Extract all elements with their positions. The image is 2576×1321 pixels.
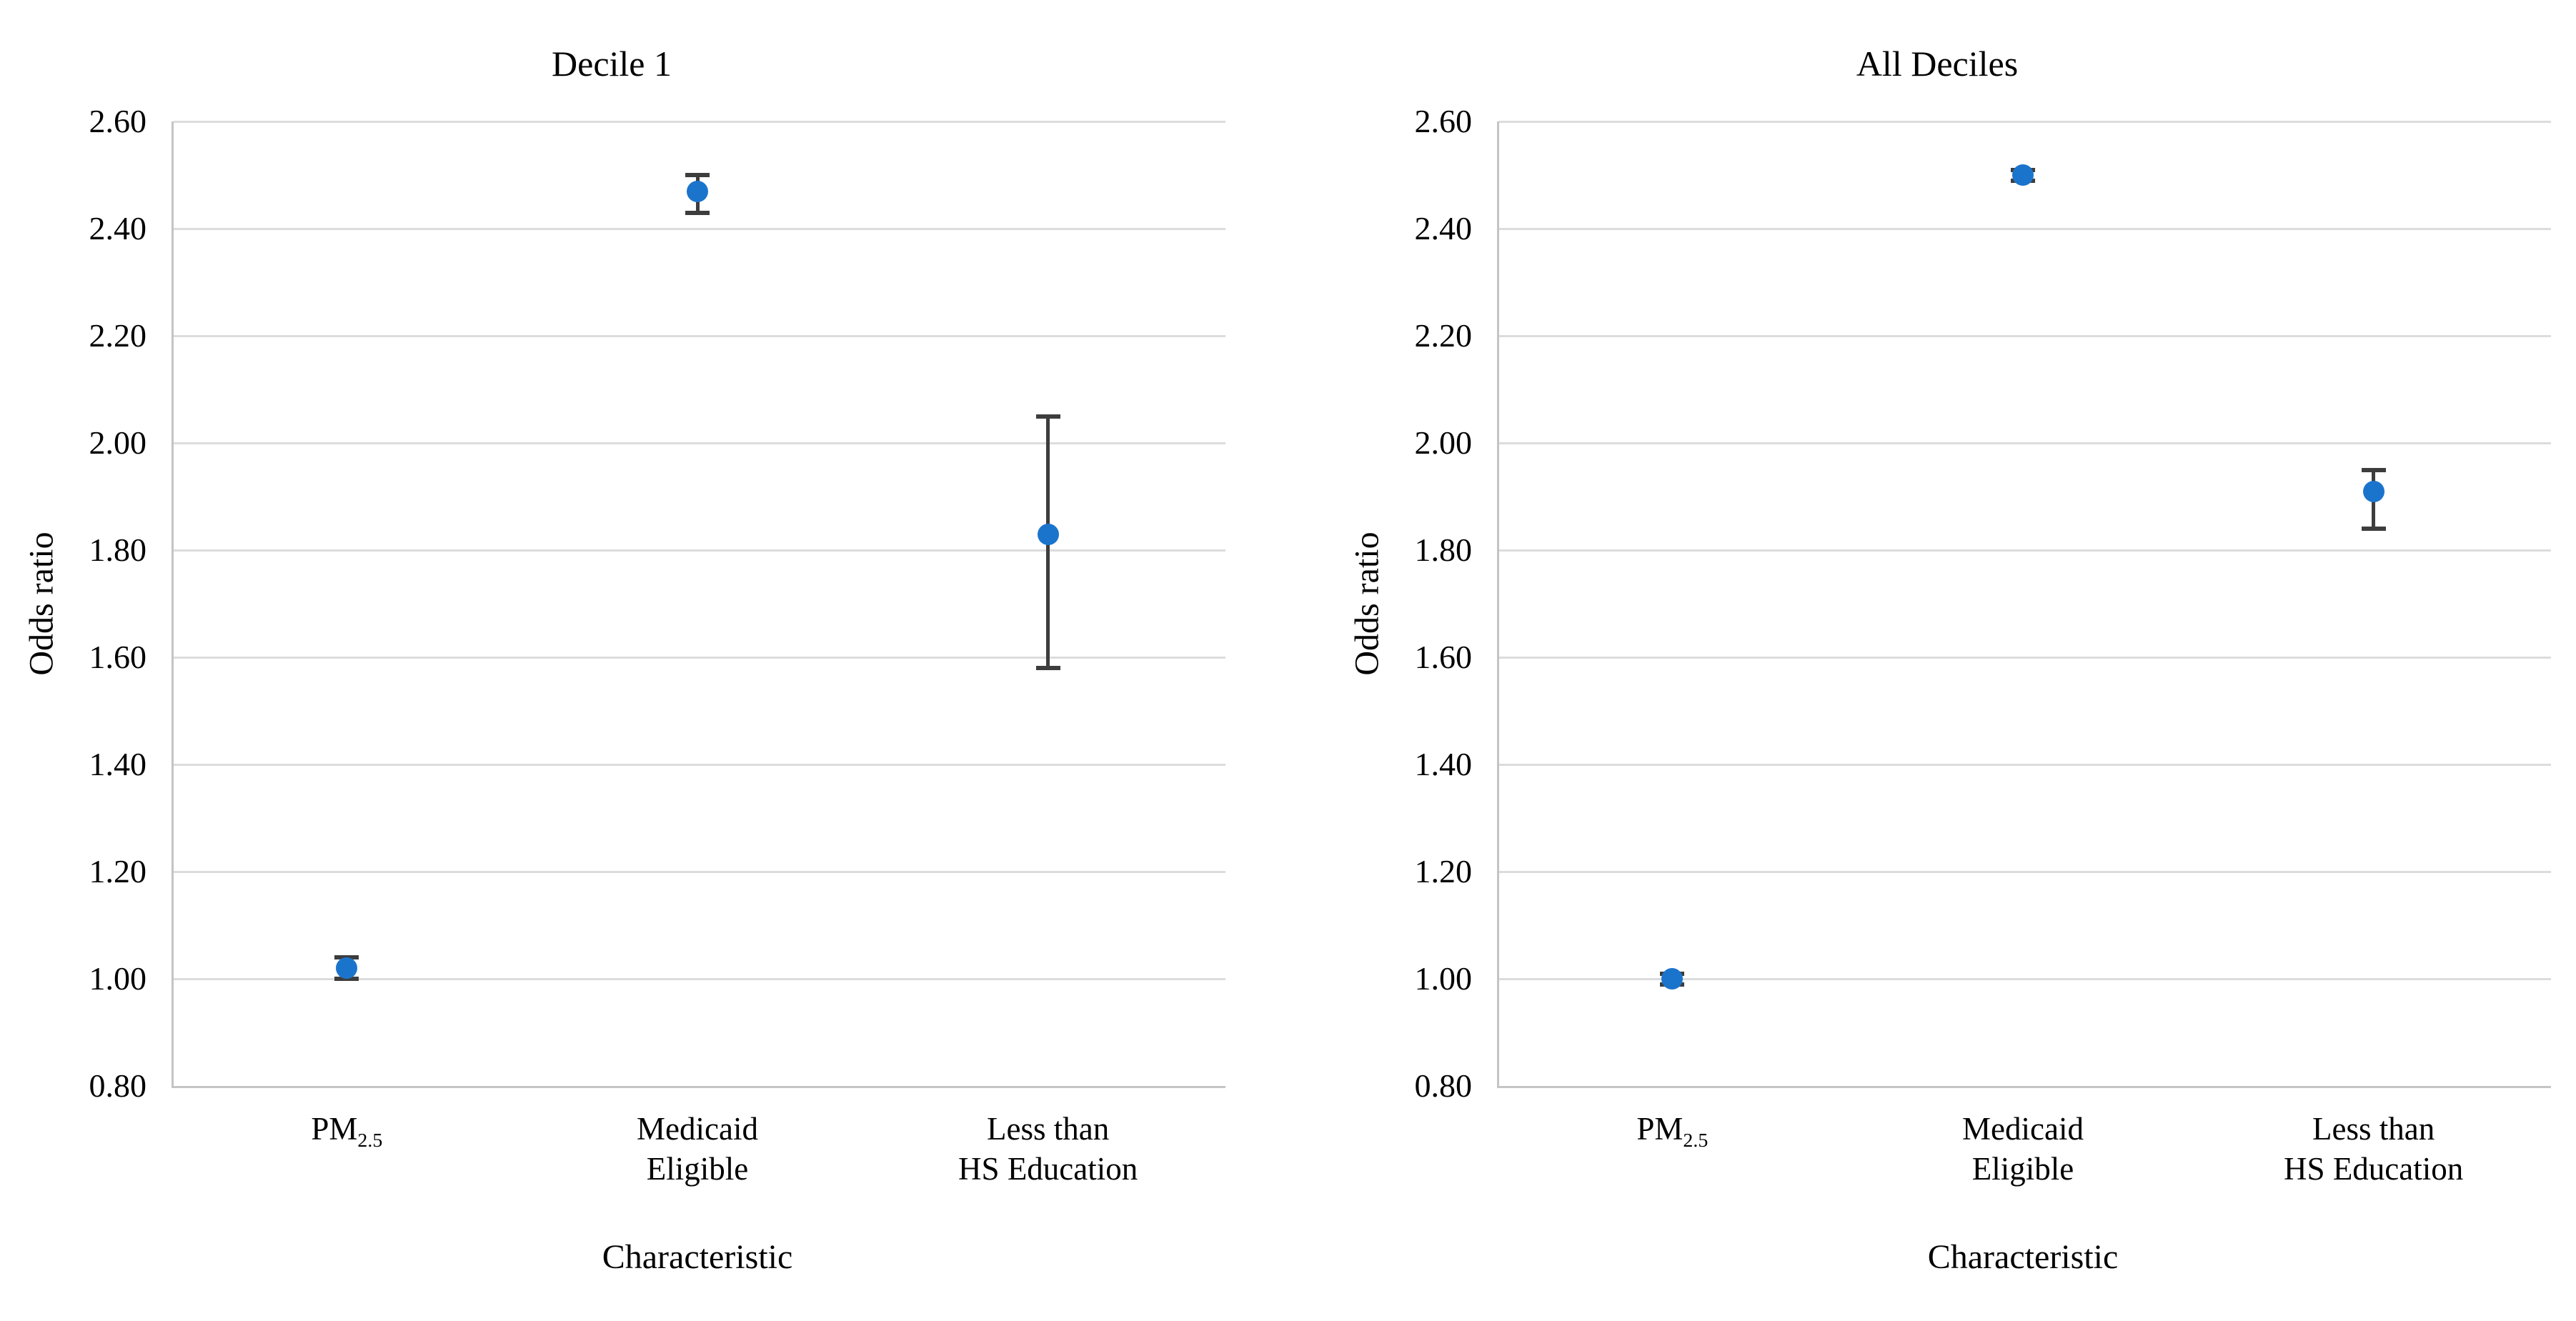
y-tick-label-1.80: 1.80 xyxy=(1414,532,1473,568)
category-label-text: HS Education xyxy=(2284,1151,2464,1187)
y-tick-label-2.20: 2.20 xyxy=(1414,317,1473,354)
gridline-1.40 xyxy=(174,763,1225,766)
category-label-text: PM xyxy=(311,1111,358,1147)
gridline-1.60 xyxy=(1499,656,2551,659)
y-tick-label-1.00: 1.00 xyxy=(89,960,147,997)
error-bar-cap-bottom-less-than-hs-education xyxy=(2361,527,2386,531)
gridline-2.00 xyxy=(174,442,1225,444)
category-label-text: Eligible xyxy=(646,1151,749,1187)
gridline-2.40 xyxy=(174,227,1225,230)
y-tick-label-1.40: 1.40 xyxy=(89,746,147,782)
category-label-line: HS Education xyxy=(820,1149,1277,1189)
y-tick-label-1.00: 1.00 xyxy=(1414,960,1473,997)
data-point-pm2-5 xyxy=(1661,968,1684,989)
category-label-line: PM2.5 xyxy=(1443,1109,1901,1152)
category-label-pm2-5: PM2.5 xyxy=(1443,1109,1901,1152)
data-point-pm2-5 xyxy=(336,957,358,979)
category-label-line: HS Education xyxy=(2145,1149,2576,1189)
y-tick-label-2.60: 2.60 xyxy=(89,103,147,139)
gridline-2.60 xyxy=(174,120,1225,123)
category-label-medicaid-eligible: Medicaid Eligible xyxy=(1794,1109,2252,1189)
y-tick-label-0.80: 0.80 xyxy=(89,1067,147,1104)
error-bar-cap-top-less-than-hs-education xyxy=(2361,467,2386,472)
category-label-line: Eligible xyxy=(469,1149,926,1189)
category-label-subscript: 2.5 xyxy=(357,1130,383,1152)
plot-area xyxy=(171,120,1225,1088)
gridline-1.20 xyxy=(1499,870,2551,873)
category-label-line: Less than xyxy=(820,1109,1277,1149)
category-label-text: HS Education xyxy=(958,1151,1138,1187)
data-point-less-than-hs-education xyxy=(1037,523,1059,545)
category-label-line: Medicaid xyxy=(469,1109,926,1149)
y-tick-label-2.40: 2.40 xyxy=(89,210,147,246)
y-tick-label-1.20: 1.20 xyxy=(1414,853,1473,889)
plot-area xyxy=(1497,120,2551,1088)
gridline-1.60 xyxy=(174,656,1225,659)
category-label-text: Medicaid xyxy=(1962,1111,2084,1147)
error-bar-cap-bottom-pm2-5 xyxy=(334,977,359,981)
y-tick-label-2.20: 2.20 xyxy=(89,317,147,354)
category-label-text: PM xyxy=(1636,1111,1684,1147)
data-point-medicaid-eligible xyxy=(687,180,708,202)
category-label-line: Eligible xyxy=(1794,1149,2252,1189)
category-label-less-than-hs-education: Less than HS Education xyxy=(2145,1109,2576,1189)
error-bar-cap-top-medicaid-eligible xyxy=(685,173,710,177)
gridline-2.00 xyxy=(1499,442,2551,444)
category-label-line: Medicaid xyxy=(1794,1109,2252,1149)
category-label-line: Less than xyxy=(2145,1109,2576,1149)
chart-title: All Deciles xyxy=(1856,44,2019,84)
category-label-text: Less than xyxy=(2312,1111,2435,1147)
y-tick-label-1.40: 1.40 xyxy=(1414,746,1473,782)
gridline-2.20 xyxy=(1499,334,2551,337)
gridline-1.40 xyxy=(1499,763,2551,766)
y-tick-label-1.60: 1.60 xyxy=(1414,639,1473,675)
category-label-line: PM2.5 xyxy=(118,1109,575,1152)
category-label-text: Less than xyxy=(987,1111,1110,1147)
category-label-pm2-5: PM2.5 xyxy=(118,1109,575,1152)
y-tick-label-2.60: 2.60 xyxy=(1414,103,1473,139)
category-label-medicaid-eligible: Medicaid Eligible xyxy=(469,1109,926,1189)
x-axis-title: Characteristic xyxy=(602,1238,793,1276)
y-tick-label-2.40: 2.40 xyxy=(1414,210,1473,246)
chart-panel-decile-1: Decile 1 Odds ratio 2.60 2.40 2.20 2.00 1.80… xyxy=(0,0,1250,1321)
gridline-1.80 xyxy=(174,549,1225,552)
gridline-1.00 xyxy=(1499,977,2551,980)
error-bar-cap-bottom-less-than-hs-education xyxy=(1035,666,1060,670)
y-tick-label-2.00: 2.00 xyxy=(1414,424,1473,461)
y-tick-label-1.80: 1.80 xyxy=(89,532,147,568)
chart-panel-all-deciles: All Deciles Odds ratio 2.60 2.40 2.20 2.00 1… xyxy=(1326,0,2576,1321)
y-tick-label-1.20: 1.20 xyxy=(89,853,147,889)
category-label-less-than-hs-education: Less than HS Education xyxy=(820,1109,1277,1189)
data-point-less-than-hs-education xyxy=(2362,480,2384,502)
x-axis-title: Characteristic xyxy=(1927,1238,2119,1276)
error-bar-cap-top-less-than-hs-education xyxy=(1035,414,1060,419)
gridline-2.60 xyxy=(1499,120,2551,123)
gridline-2.20 xyxy=(174,334,1225,337)
y-tick-label-1.60: 1.60 xyxy=(89,639,147,675)
y-tick-label-2.00: 2.00 xyxy=(89,424,147,461)
data-point-medicaid-eligible xyxy=(2012,164,2034,186)
gridline-1.00 xyxy=(174,977,1225,980)
gridline-1.80 xyxy=(1499,549,2551,552)
category-label-subscript: 2.5 xyxy=(1683,1130,1709,1152)
category-label-text: Medicaid xyxy=(637,1111,758,1147)
gridline-1.20 xyxy=(174,870,1225,873)
y-tick-label-0.80: 0.80 xyxy=(1414,1067,1473,1104)
gridline-2.40 xyxy=(1499,227,2551,230)
error-bar-cap-bottom-medicaid-eligible xyxy=(685,210,710,215)
chart-title: Decile 1 xyxy=(552,44,672,84)
category-label-text: Eligible xyxy=(1971,1151,2074,1187)
